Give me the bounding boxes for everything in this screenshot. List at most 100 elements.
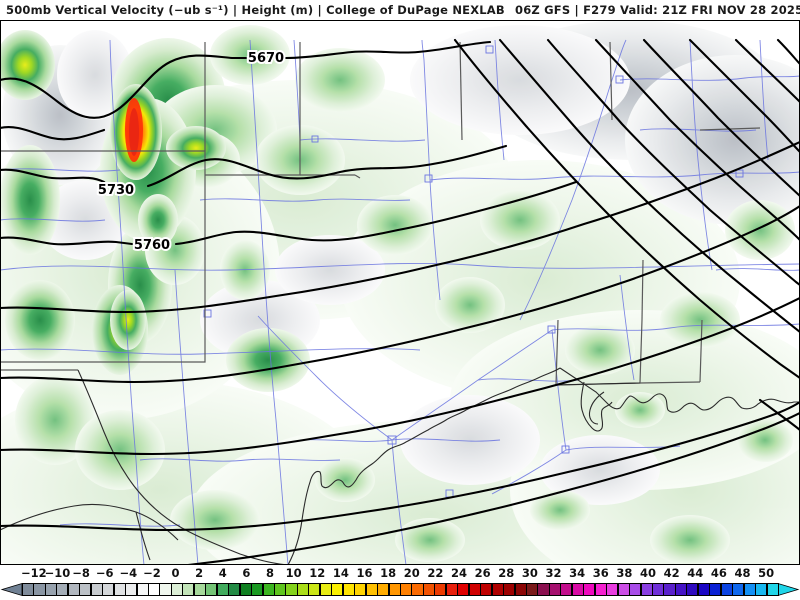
colorbar-swatch <box>44 583 57 596</box>
colorbar-swatch <box>79 583 92 596</box>
colorbar-tick-label: −8 <box>72 566 90 580</box>
colorbar-tick-label: 10 <box>285 566 302 580</box>
colorbar-tick-label: −2 <box>143 566 161 580</box>
colorbar-swatch <box>342 583 355 596</box>
colorbar-swatch <box>136 583 149 596</box>
height-contours <box>0 38 800 565</box>
secondary-maximum <box>110 290 146 350</box>
colorbar-swatch <box>766 583 779 596</box>
colorbar-swatch <box>228 583 241 596</box>
colorbar-swatch <box>571 583 584 596</box>
colorbar-swatch <box>583 583 596 596</box>
colorbar-tick-label: −12 <box>20 566 47 580</box>
colorbar-swatch <box>606 583 619 596</box>
colorbar-swatch <box>491 583 504 596</box>
colorbar-tick-label: 0 <box>171 566 180 580</box>
colorbar-swatch <box>457 583 470 596</box>
colorbar-tick-label: 42 <box>663 566 680 580</box>
vertical-velocity-field <box>0 20 800 565</box>
map-title-right: 06Z GFS | F279 Valid: 21Z FRI NOV 28 202… <box>515 3 800 17</box>
colorbar-swatch <box>445 583 458 596</box>
colorbar-swatch <box>617 583 630 596</box>
colorbar-swatch <box>422 583 435 596</box>
colorbar-tick-label: 38 <box>616 566 633 580</box>
city-markers <box>203 45 744 498</box>
colorbar-tick-label: 46 <box>710 566 727 580</box>
colorbar-tick-label: 34 <box>569 566 586 580</box>
colorbar-tick-label: 20 <box>403 566 420 580</box>
colorbar-swatch <box>354 583 367 596</box>
colorbar-tick-label: −4 <box>119 566 138 580</box>
colorbar-swatch <box>251 583 264 596</box>
map-canvas[interactable]: 5670 5730 5760 <box>0 20 800 565</box>
colorbar-swatch <box>503 583 516 596</box>
colorbar[interactable]: −12 −10 −8 −6 −4 −2 0 2 4 6 8 10 12 14 16 18 20 22 24 26 28 3… <box>0 565 800 600</box>
colorbar-swatch <box>537 583 550 596</box>
colorbar-tick-label: 50 <box>758 566 775 580</box>
colorbar-tick-label: 26 <box>474 566 491 580</box>
colorbar-swatch <box>434 583 447 596</box>
colorbar-swatch <box>148 583 161 596</box>
colorbar-swatch <box>67 583 80 596</box>
colorbar-tick-label: 24 <box>451 566 468 580</box>
colorbar-swatch <box>193 583 206 596</box>
colorbar-swatch <box>594 583 607 596</box>
colorbar-tick-label: 2 <box>195 566 204 580</box>
colorbar-swatch <box>709 583 722 596</box>
highway-network <box>0 39 800 565</box>
colorbar-tick-label: 16 <box>356 566 373 580</box>
colorbar-tick-label: 28 <box>498 566 515 580</box>
colorbar-swatch <box>514 583 527 596</box>
colorbar-swatch <box>319 583 332 596</box>
colorbar-tick-label: 22 <box>427 566 444 580</box>
colorbar-tick-label: 8 <box>266 566 275 580</box>
colorbar-swatch <box>743 583 756 596</box>
colorbar-swatch <box>308 583 321 596</box>
colorbar-tick-label: 32 <box>545 566 562 580</box>
map-title-left: 500mb Vertical Velocity (−ub s⁻¹) | Heig… <box>6 3 505 17</box>
colorbar-swatches[interactable] <box>0 583 800 597</box>
colorbar-swatch <box>102 583 115 596</box>
colorbar-tick-label: 44 <box>687 566 704 580</box>
colorbar-tick-label: 6 <box>242 566 251 580</box>
colorbar-swatch <box>90 583 103 596</box>
colorbar-swatch <box>640 583 653 596</box>
map-svg: 5670 5730 5760 <box>0 20 800 565</box>
contour-labels: 5670 5730 5760 <box>96 49 286 255</box>
colorbar-swatch <box>652 583 665 596</box>
colorbar-swatch <box>22 583 35 596</box>
colorbar-tick-label: 4 <box>218 566 227 580</box>
colorbar-swatch <box>56 583 69 596</box>
contour-label-5760: 5760 <box>134 238 170 253</box>
colorbar-swatch <box>377 583 390 596</box>
colorbar-right-arrow <box>777 583 800 597</box>
colorbar-tick-label: 40 <box>640 566 657 580</box>
colorbar-swatch <box>216 583 229 596</box>
colorbar-swatch <box>732 583 745 596</box>
colorbar-swatch <box>686 583 699 596</box>
colorbar-swatch <box>331 583 344 596</box>
colorbar-swatch <box>480 583 493 596</box>
colorbar-swatch <box>296 583 309 596</box>
colorbar-tick-label: 36 <box>592 566 609 580</box>
colorbar-tick-label: 18 <box>380 566 397 580</box>
colorbar-swatch <box>239 583 252 596</box>
colorbar-swatch <box>560 583 573 596</box>
colorbar-tick-label: 12 <box>309 566 326 580</box>
colorbar-swatch <box>113 583 126 596</box>
colorbar-swatch <box>182 583 195 596</box>
colorbar-tick-label: −6 <box>95 566 114 580</box>
colorbar-swatch <box>468 583 481 596</box>
colorbar-swatch <box>125 583 138 596</box>
colorbar-swatch <box>262 583 275 596</box>
colorbar-swatch <box>755 583 768 596</box>
colorbar-swatch <box>629 583 642 596</box>
colorbar-swatch <box>170 583 183 596</box>
colorbar-tick-label: 48 <box>734 566 751 580</box>
colorbar-swatch <box>526 583 539 596</box>
colorbar-swatch <box>663 583 676 596</box>
colorbar-swatch <box>697 583 710 596</box>
colorbar-swatch <box>388 583 401 596</box>
contour-label-5730: 5730 <box>98 183 134 198</box>
colorbar-swatch <box>365 583 378 596</box>
